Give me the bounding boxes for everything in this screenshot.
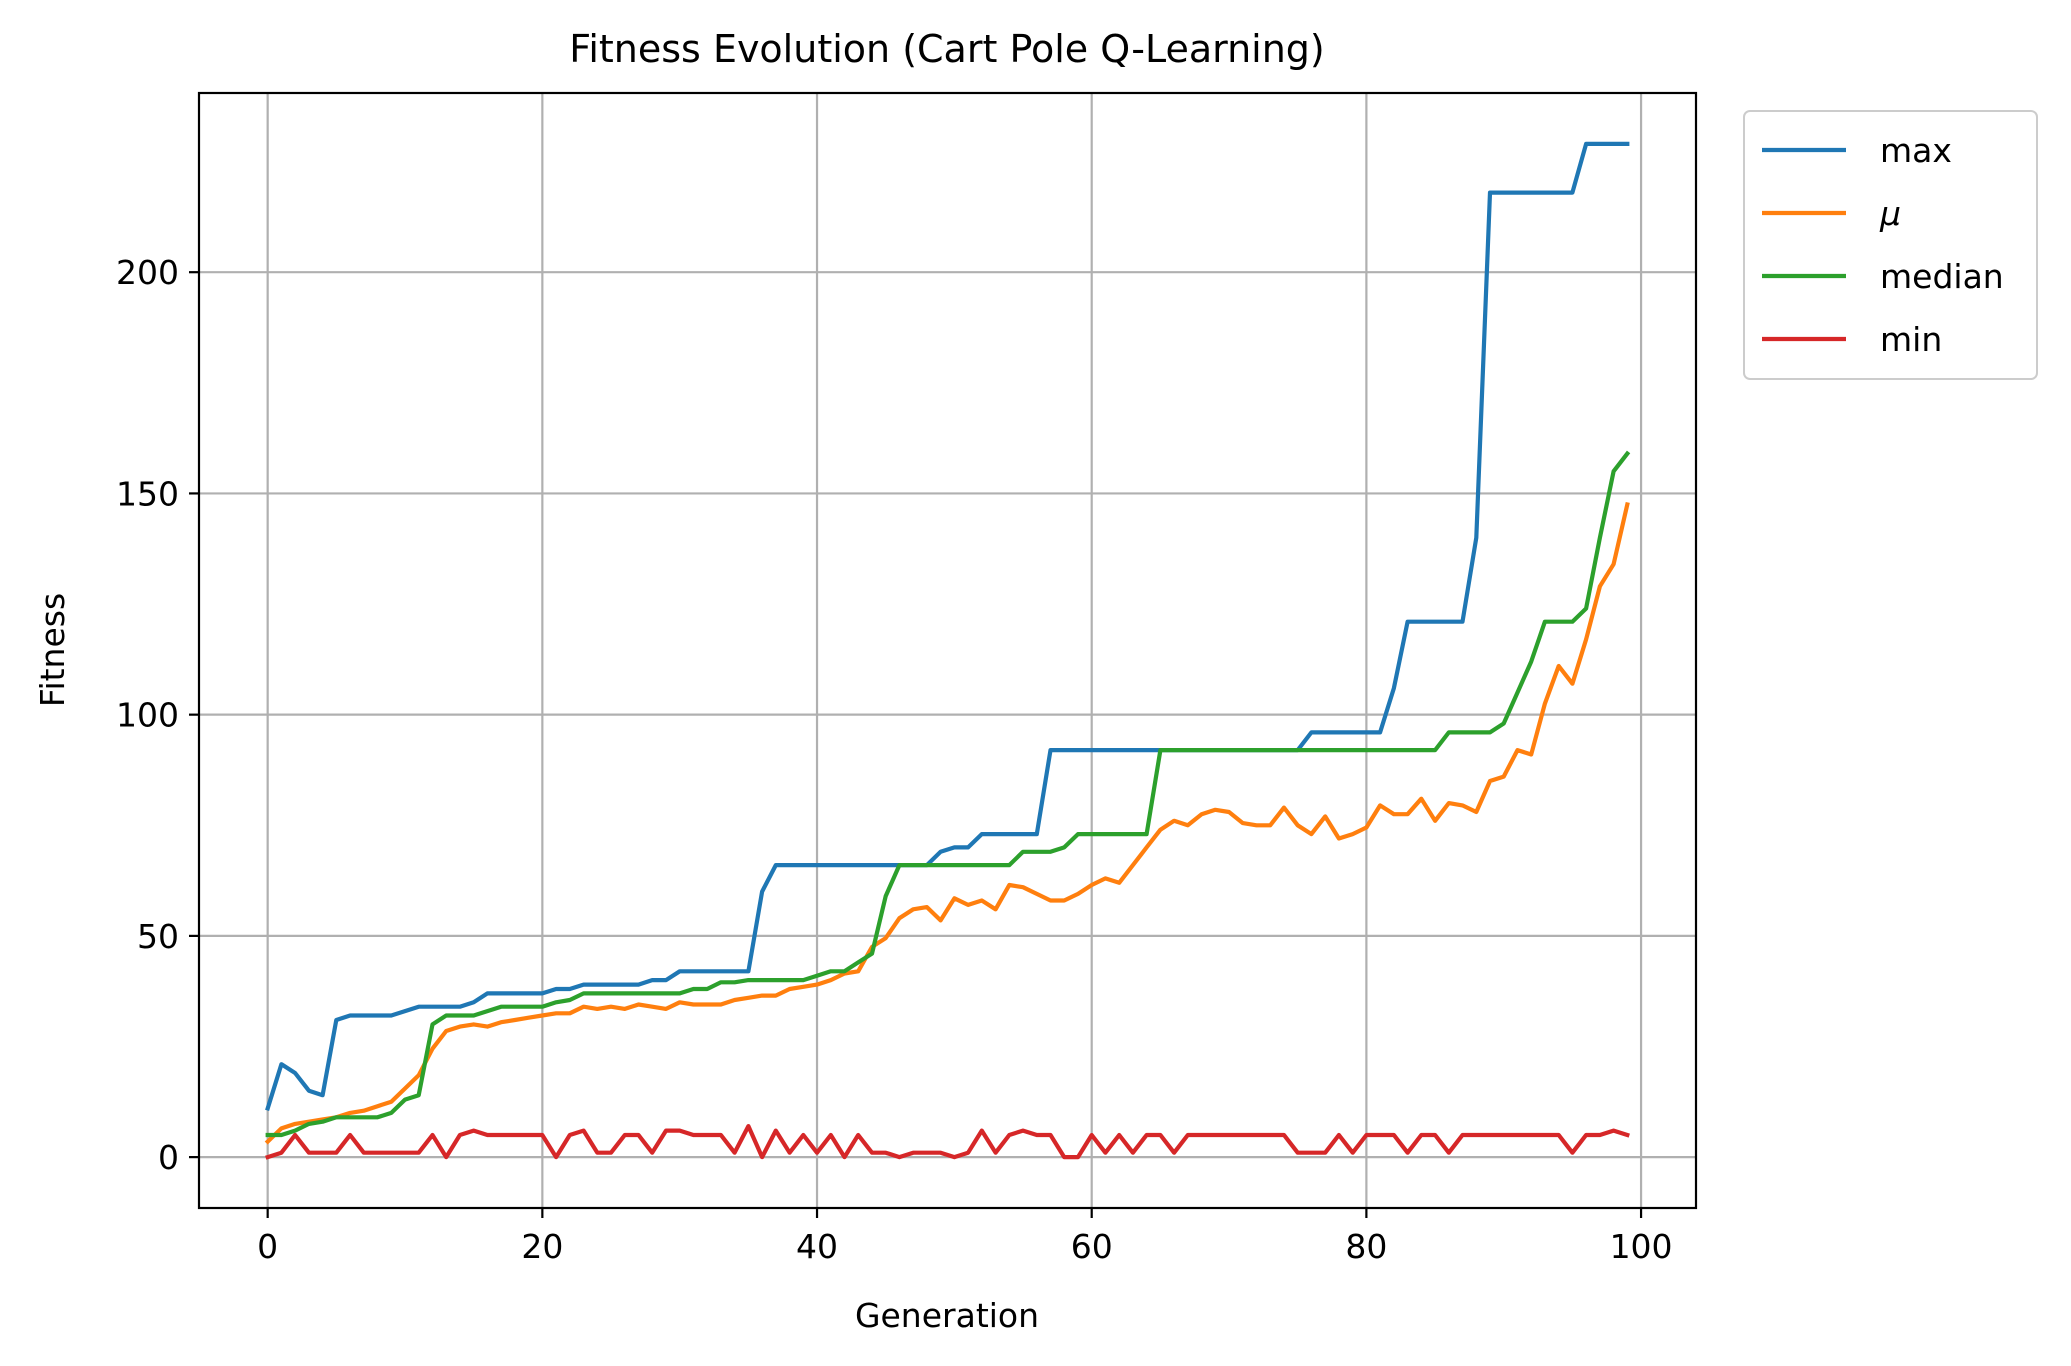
x-axis-label: Generation xyxy=(855,1296,1039,1335)
axis-ticks: 0 20 40 60 80 100 0 50 100 150 200 xyxy=(116,253,1673,1266)
x-tick-label: 100 xyxy=(1610,1227,1673,1266)
y-tick-label: 200 xyxy=(116,253,179,292)
series-line- xyxy=(264,501,1630,1145)
y-axis-label: Fitness xyxy=(33,593,72,707)
legend-box xyxy=(1743,110,2038,380)
legend-label: min xyxy=(1880,320,1942,359)
chart-title: Fitness Evolution (Cart Pole Q-Learning) xyxy=(569,27,1325,71)
series-lines xyxy=(264,141,1631,1160)
legend: max μ median min xyxy=(1743,110,2038,380)
y-tick-label: 100 xyxy=(116,696,179,735)
legend-label: max xyxy=(1880,131,1952,170)
series-line-max xyxy=(265,141,1630,1112)
y-tick-label: 150 xyxy=(116,474,179,513)
y-tick-label: 50 xyxy=(137,917,179,956)
x-tick-label: 60 xyxy=(1071,1227,1113,1266)
grid xyxy=(199,93,1696,1208)
legend-label: median xyxy=(1880,257,2004,296)
plot-frame xyxy=(197,91,1698,1210)
legend-entries: max μ median min xyxy=(1762,131,2004,359)
x-tick-label: 40 xyxy=(796,1227,838,1266)
legend-label: μ xyxy=(1879,194,1901,233)
x-tick-label: 20 xyxy=(521,1227,563,1266)
y-tick-label: 0 xyxy=(158,1138,179,1177)
series-line-median xyxy=(265,450,1631,1138)
series-line-min xyxy=(265,1123,1630,1160)
x-tick-label: 80 xyxy=(1345,1227,1387,1266)
x-tick-label: 0 xyxy=(257,1227,278,1266)
